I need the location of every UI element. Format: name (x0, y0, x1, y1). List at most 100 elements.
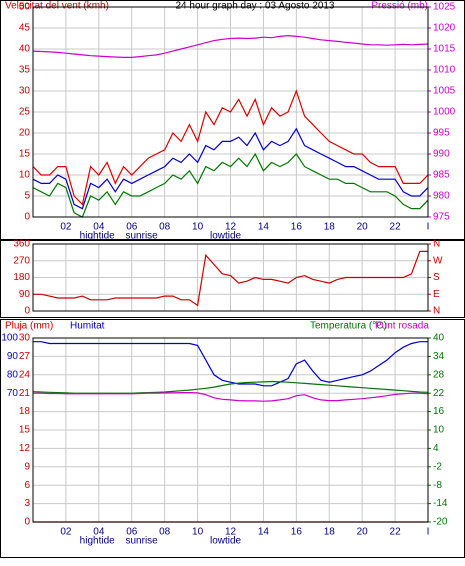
y-tick-label: 90 (19, 289, 31, 300)
y2-tick-label: -20 (433, 517, 448, 528)
legend-entry: Humitat (70, 321, 105, 332)
x-tick-label: 18 (324, 527, 336, 538)
annotation: sunrise (126, 536, 159, 547)
x-tick-label: 06 (126, 527, 138, 538)
y-tick-label: 360 (13, 239, 30, 250)
x-tick-label: 16 (291, 222, 303, 233)
y-tick-label: 21 (19, 388, 31, 399)
y-tick-label: 70 (7, 388, 19, 399)
y2-tick-label: N (433, 306, 440, 317)
y-tick-label: 27 (19, 351, 31, 362)
y-tick-label: 0 (24, 517, 30, 528)
y-tick-label: 90 (7, 351, 19, 362)
x-tick-label: I (427, 222, 430, 233)
y-tick-label: 10 (19, 170, 31, 181)
y-tick-label: 180 (13, 272, 30, 283)
series-line (32, 127, 429, 210)
y-tick-label: 80 (7, 369, 19, 380)
y-tick-label: 25 (19, 107, 31, 118)
y-tick-label: 20 (19, 128, 31, 139)
x-tick-label: 12 (225, 222, 237, 233)
y-tick-label: 18 (19, 406, 31, 417)
legend-entry: Pluja (mm) (5, 321, 53, 332)
x-tick-label: 02 (60, 527, 72, 538)
y-tick-label: 30 (19, 333, 31, 344)
y-tick-label: 50 (19, 2, 31, 13)
x-tick-label: 06 (126, 222, 138, 233)
x-tick-label: 12 (225, 527, 237, 538)
y-tick-label: 3 (24, 498, 30, 509)
y2-tick-label: 990 (433, 149, 450, 160)
legend-entry: Punt rosada (375, 321, 429, 332)
x-tick-label: 08 (159, 527, 171, 538)
annotation: lowtide (210, 231, 242, 242)
y-tick-label: 35 (19, 65, 31, 76)
plot-border (32, 337, 429, 523)
x-tick-label: 10 (192, 222, 204, 233)
y2-tick-label: -2 (433, 461, 442, 472)
series-line (32, 152, 429, 218)
y2-tick-label: 16 (433, 406, 445, 417)
y2-tick-label: 1000 (433, 107, 456, 118)
y-tick-label: 45 (19, 23, 31, 34)
legend-entry: Temperatura (°C) (310, 321, 387, 332)
y-tick-label: 6 (24, 480, 30, 491)
y2-tick-label: -8 (433, 480, 442, 491)
series-line (33, 341, 428, 387)
series-line (33, 250, 428, 307)
y-tick-label: 30 (19, 86, 31, 97)
series-line (32, 89, 429, 206)
y2-tick-label: 1015 (433, 44, 456, 55)
series-line (33, 392, 429, 402)
y-tick-label: 270 (13, 255, 30, 266)
x-tick-label: 14 (258, 222, 270, 233)
annotation: hightide (80, 231, 115, 242)
x-tick-label: 20 (357, 527, 369, 538)
y-tick-label: 24 (19, 369, 31, 380)
y2-tick-label: 1020 (433, 23, 456, 34)
y2-tick-label: 1025 (433, 2, 456, 13)
annotation: hightide (80, 536, 115, 547)
y2-tick-label: 975 (433, 212, 450, 223)
y2-tick-label: 1010 (433, 65, 456, 76)
x-tick-label: 10 (192, 527, 204, 538)
y-tick-label: 0 (24, 306, 30, 317)
y2-tick-label: 22 (433, 388, 445, 399)
y2-tick-label: 34 (433, 351, 445, 362)
plot-border (32, 243, 429, 312)
x-tick-label: 22 (390, 222, 402, 233)
x-tick-label: 08 (159, 222, 171, 233)
x-tick-label: 02 (60, 222, 72, 233)
x-tick-label: 04 (93, 527, 105, 538)
y-tick-label: 0 (24, 212, 30, 223)
y-tick-label: 9 (24, 461, 30, 472)
x-tick-label: 04 (93, 222, 105, 233)
plot-border (32, 6, 429, 218)
y-tick-label: 40 (19, 44, 31, 55)
y2-tick-label: N (433, 239, 440, 250)
y2-tick-label: -14 (433, 498, 448, 509)
x-tick-label: 14 (258, 527, 270, 538)
y2-tick-label: 995 (433, 128, 450, 139)
y2-axis-label: Pressió (mb) (371, 1, 428, 12)
y-tick-label: 5 (24, 191, 30, 202)
x-tick-label: 16 (291, 527, 303, 538)
y2-tick-label: 980 (433, 191, 450, 202)
y2-tick-label: 10 (433, 425, 445, 436)
y2-tick-label: 1005 (433, 86, 456, 97)
y-axis-label: Velocitat del vent (kmh) (5, 1, 109, 12)
y2-tick-label: S (433, 272, 440, 283)
y2-tick-label: 40 (433, 333, 445, 344)
y-tick-label: 100 (1, 333, 18, 344)
chart-title: 24 hour graph day : 03 Agosto 2013 (175, 1, 334, 12)
y2-tick-label: 985 (433, 170, 450, 181)
series-line (32, 34, 429, 58)
y-tick-label: 12 (19, 443, 31, 454)
y2-tick-label: E (433, 289, 440, 300)
y2-tick-label: 28 (433, 369, 445, 380)
y2-tick-label: 4 (433, 443, 439, 454)
y-tick-label: 15 (19, 149, 31, 160)
annotation: lowtide (210, 536, 242, 547)
x-tick-label: I (427, 527, 430, 538)
